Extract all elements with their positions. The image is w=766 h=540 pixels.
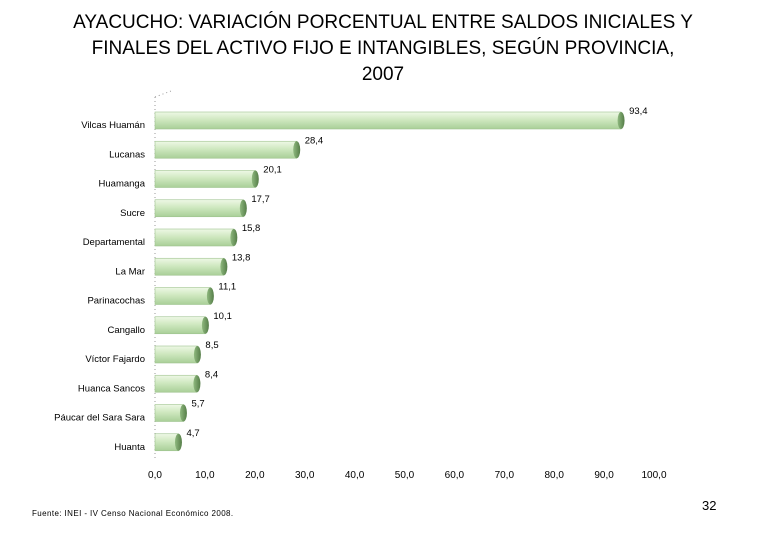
category-label: Huanta bbox=[114, 442, 145, 453]
category-label: Vilcas Huamán bbox=[81, 120, 145, 131]
bar-end-cap bbox=[293, 141, 301, 159]
bar bbox=[154, 170, 256, 188]
bar bbox=[154, 374, 198, 393]
chart-title: AYACUCHO: VARIACIÓN PORCENTUAL ENTRE SAL… bbox=[20, 10, 746, 88]
category-label: Sucre bbox=[120, 208, 145, 219]
bar bbox=[154, 199, 244, 218]
value-label: 10,1 bbox=[213, 311, 232, 322]
x-tick-label: 20,0 bbox=[245, 470, 265, 481]
axis-depth-line bbox=[154, 90, 172, 98]
value-label: 15,8 bbox=[242, 223, 260, 234]
bar bbox=[154, 316, 206, 335]
x-tick-label: 30,0 bbox=[295, 470, 315, 481]
bar-end-cap bbox=[179, 404, 187, 422]
category-label: La Mar bbox=[115, 266, 145, 277]
x-tick-label: 60,0 bbox=[445, 470, 465, 481]
bar bbox=[154, 257, 225, 276]
page-number: 32 bbox=[702, 498, 717, 513]
category-label: Parinacochas bbox=[87, 296, 145, 307]
x-tick-label: 50,0 bbox=[395, 470, 415, 481]
value-label: 13,8 bbox=[232, 252, 251, 263]
value-label: 8,4 bbox=[205, 369, 218, 380]
category-label: Cangallo bbox=[108, 325, 146, 336]
value-label: 28,4 bbox=[305, 135, 324, 146]
value-label: 17,7 bbox=[251, 194, 270, 205]
value-label: 20,1 bbox=[263, 165, 282, 176]
x-tick-label: 70,0 bbox=[495, 470, 515, 481]
chart-title-line-3: 2007 bbox=[361, 64, 405, 85]
bar-end-cap bbox=[201, 316, 209, 334]
value-label: 5,7 bbox=[191, 399, 204, 410]
chart-title-line-1: AYACUCHO: VARIACIÓN PORCENTUAL ENTRE SAL… bbox=[73, 12, 693, 33]
bar bbox=[154, 404, 184, 422]
x-tick-label: 10,0 bbox=[195, 470, 215, 481]
x-tick-label: 0,0 bbox=[148, 470, 162, 481]
bar-end-cap bbox=[193, 346, 201, 363]
category-label: Departamental bbox=[83, 237, 145, 248]
x-tick-label: 100,0 bbox=[641, 470, 666, 481]
bar-end-cap bbox=[251, 170, 259, 188]
value-label: 8,5 bbox=[205, 340, 218, 351]
bar bbox=[154, 345, 198, 364]
value-label: 93,4 bbox=[629, 106, 648, 117]
x-tick-label: 90,0 bbox=[594, 470, 614, 481]
category-label: Lucanas bbox=[109, 149, 145, 160]
bar-end-cap bbox=[206, 287, 214, 305]
bar-end-cap bbox=[174, 433, 182, 451]
bar-end-cap bbox=[617, 112, 625, 129]
value-label: 11,1 bbox=[218, 282, 236, 293]
category-label: Páucar del Sara Sara bbox=[54, 413, 146, 424]
source-note: Fuente: INEI - IV Censo Nacional Económi… bbox=[32, 509, 234, 518]
category-label: Víctor Fajardo bbox=[85, 354, 145, 365]
x-tick-label: 80,0 bbox=[544, 470, 564, 481]
category-label: Huanca Sancos bbox=[78, 383, 145, 394]
bar bbox=[154, 433, 179, 452]
value-label: 4,7 bbox=[186, 428, 199, 439]
bar-end-cap bbox=[193, 375, 201, 393]
bar bbox=[154, 140, 298, 159]
bar-end-cap bbox=[239, 199, 247, 217]
bar bbox=[154, 287, 211, 305]
bar bbox=[154, 228, 235, 247]
chart-title-line-2: FINALES DEL ACTIVO FIJO E INTANGIBLES, S… bbox=[91, 38, 675, 59]
bar bbox=[154, 111, 622, 130]
category-label: Huamanga bbox=[99, 179, 146, 190]
x-tick-label: 40,0 bbox=[345, 470, 365, 481]
bar-end-cap bbox=[230, 229, 238, 246]
bar-end-cap bbox=[220, 258, 228, 276]
